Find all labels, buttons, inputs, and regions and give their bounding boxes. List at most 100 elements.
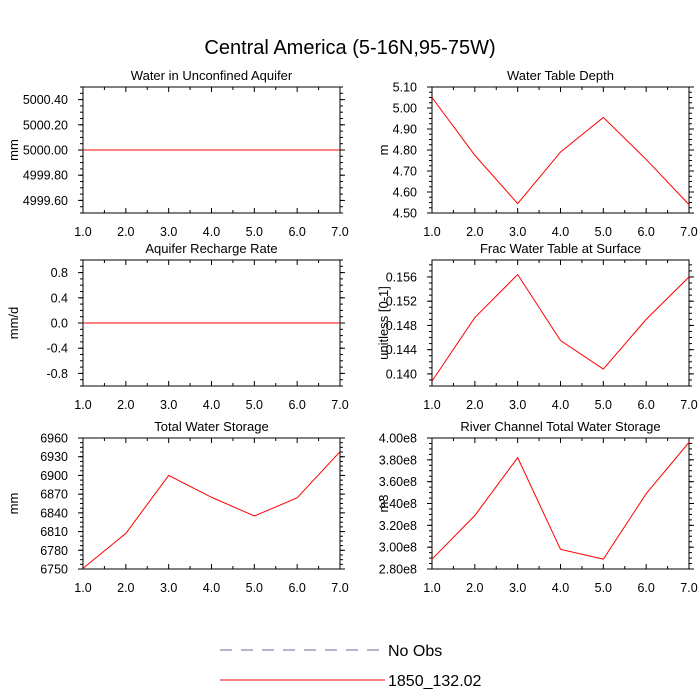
y-tick-label: 4.00e8 — [379, 432, 417, 446]
x-tick-label: 1.0 — [74, 581, 91, 595]
y-tick-label: 4999.80 — [23, 169, 68, 183]
panel-4: Frac Water Table at Surface unitless [0-1… — [376, 241, 698, 412]
y-tick-label: 4.70 — [393, 165, 417, 179]
x-tick-label: 3.0 — [160, 581, 177, 595]
x-tick-label: 1.0 — [74, 225, 91, 239]
panels: Water in Unconfined Aquifer mm 1.0 2.0 3.0 4.… — [6, 68, 698, 595]
x-tick-label: 1.0 — [423, 581, 440, 595]
y-tick-label: 3.00e8 — [379, 541, 417, 555]
x-tick-label: 7.0 — [680, 225, 697, 239]
figure-title: Central America (5-16N,95-75W) — [204, 37, 495, 59]
panel-2: Water Table Depth m 1.0 2.0 3.0 4.0 5.0 6.0 7.0 4… — [376, 68, 698, 239]
plot-frame — [82, 437, 341, 570]
y-tick-label: 0.144 — [386, 343, 417, 357]
y-tick-label: 0.8 — [51, 266, 68, 280]
x-tick-label: 1.0 — [74, 398, 91, 412]
y-tick-label: 0.152 — [386, 295, 417, 309]
x-tick-label: 4.0 — [203, 581, 220, 595]
panel-title: Frac Water Table at Surface — [480, 241, 641, 256]
x-tick-label: 4.0 — [203, 225, 220, 239]
y-tick-label: 6960 — [40, 432, 68, 446]
y-axis-label: m — [376, 145, 391, 156]
y-tick-label: -0.8 — [46, 367, 68, 381]
y-tick-label: 6900 — [40, 469, 68, 483]
x-tick-label: 7.0 — [331, 225, 348, 239]
x-tick-label: 6.0 — [288, 398, 305, 412]
x-tick-label: 5.0 — [595, 225, 612, 239]
x-tick-label: 3.0 — [509, 398, 526, 412]
x-tick-label: 1.0 — [423, 398, 440, 412]
y-axis-label: unitless [0-1] — [376, 286, 391, 360]
y-tick-label: 4.60 — [393, 186, 417, 200]
x-tick-label: 3.0 — [509, 225, 526, 239]
x-tick-label: 6.0 — [288, 581, 305, 595]
x-tick-label: 4.0 — [552, 225, 569, 239]
x-tick-label: 3.0 — [160, 225, 177, 239]
y-tick-label: 0.140 — [386, 367, 417, 381]
y-tick-label: 6840 — [40, 506, 68, 520]
x-tick-label: 6.0 — [637, 581, 654, 595]
y-tick-label: 0.148 — [386, 319, 417, 333]
y-tick-label: 3.80e8 — [379, 453, 417, 467]
x-tick-label: 2.0 — [117, 398, 134, 412]
y-tick-label: 6870 — [40, 488, 68, 502]
y-tick-label: 3.60e8 — [379, 475, 417, 489]
x-tick-label: 7.0 — [680, 581, 697, 595]
panel-6: River Channel Total Water Storage m3 1.0 2.… — [376, 419, 698, 595]
y-tick-label: 6750 — [40, 563, 68, 577]
plot-frame — [431, 259, 690, 387]
x-tick-label: 7.0 — [680, 398, 697, 412]
series-line — [431, 273, 690, 382]
x-tick-label: 4.0 — [203, 398, 220, 412]
x-tick-label: 5.0 — [246, 581, 263, 595]
panel-title: Aquifer Recharge Rate — [145, 241, 277, 256]
y-axis-label: mm — [6, 139, 21, 161]
x-tick-label: 6.0 — [288, 225, 305, 239]
x-tick-label: 7.0 — [331, 398, 348, 412]
series-line — [82, 451, 341, 569]
panel-title: Total Water Storage — [154, 419, 268, 434]
panel-title: Water Table Depth — [507, 68, 614, 83]
y-tick-label: 2.80e8 — [379, 563, 417, 577]
y-tick-label: 5000.00 — [23, 144, 68, 158]
y-tick-label: 5.10 — [393, 81, 417, 95]
y-axis-label: m3 — [376, 494, 391, 512]
x-tick-label: 2.0 — [117, 225, 134, 239]
y-tick-label: 6810 — [40, 525, 68, 539]
x-tick-label: 5.0 — [246, 225, 263, 239]
panel-title: River Channel Total Water Storage — [460, 419, 660, 434]
y-tick-label: 0.156 — [386, 270, 417, 284]
y-tick-label: 4.90 — [393, 123, 417, 137]
y-tick-label: 0.0 — [51, 317, 68, 331]
series-line — [431, 442, 690, 560]
x-tick-label: 7.0 — [331, 581, 348, 595]
y-tick-label: 4.80 — [393, 144, 417, 158]
y-tick-label: 5000.40 — [23, 93, 68, 107]
y-tick-label: -0.4 — [46, 342, 68, 356]
x-tick-label: 4.0 — [552, 581, 569, 595]
x-tick-label: 3.0 — [160, 398, 177, 412]
legend-model-label: 1850_132.02 — [388, 673, 482, 690]
legend: No Obs 1850_132.02 — [220, 643, 482, 690]
panel-3: Aquifer Recharge Rate mm/d 1.0 2.0 3.0 4.0 5.0… — [6, 241, 349, 412]
y-tick-label: 3.20e8 — [379, 519, 417, 533]
panel-5: Total Water Storage mm 1.0 2.0 3.0 4.0 5.0 6.0 7… — [6, 419, 349, 595]
y-tick-label: 5.00 — [393, 102, 417, 116]
series-line — [431, 97, 690, 205]
x-tick-label: 2.0 — [466, 398, 483, 412]
x-tick-label: 5.0 — [595, 398, 612, 412]
y-tick-label: 4999.60 — [23, 194, 68, 208]
y-tick-label: 5000.20 — [23, 118, 68, 132]
y-tick-label: 3.40e8 — [379, 497, 417, 511]
x-tick-label: 3.0 — [509, 581, 526, 595]
x-tick-label: 2.0 — [466, 225, 483, 239]
y-tick-label: 0.4 — [51, 291, 68, 305]
panel-title: Water in Unconfined Aquifer — [131, 68, 293, 83]
x-tick-label: 5.0 — [595, 581, 612, 595]
x-tick-label: 1.0 — [423, 225, 440, 239]
x-tick-label: 4.0 — [552, 398, 569, 412]
y-tick-label: 6780 — [40, 544, 68, 558]
panel-1: Water in Unconfined Aquifer mm 1.0 2.0 3.0 4.… — [6, 68, 349, 239]
y-tick-label: 6930 — [40, 450, 68, 464]
